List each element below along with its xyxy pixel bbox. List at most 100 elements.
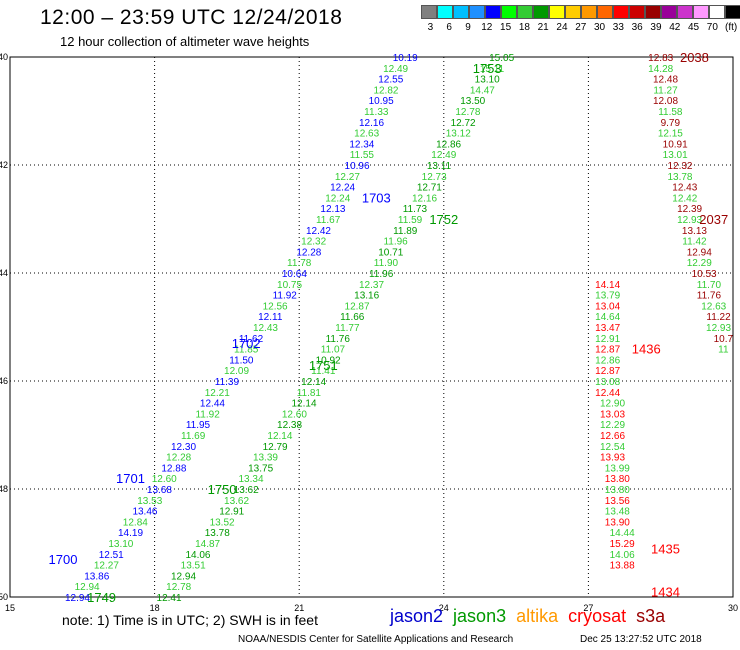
wave-height-label: 13.93 — [600, 453, 625, 464]
wave-height-label: 12.54 — [600, 442, 625, 453]
wave-height-label: 15.11 — [480, 64, 505, 75]
wave-height-label: 10.19 — [393, 53, 418, 64]
wave-height-label: 11 — [718, 345, 729, 356]
page-title: 12:00 – 23:59 UTC 12/24/2018 — [40, 6, 343, 29]
x-tick-label: 21 — [294, 603, 304, 613]
color-scale-label: 15 — [500, 22, 512, 33]
wave-height-label: 13.99 — [605, 463, 630, 474]
wave-height-label: 13.03 — [600, 409, 625, 420]
wave-height-label: 12.27 — [335, 172, 360, 183]
wave-height-label: 12.21 — [205, 388, 230, 399]
color-scale-label: 12 — [481, 22, 493, 33]
wave-height-label: 12.60 — [152, 474, 177, 485]
wave-height-label: 12.84 — [123, 517, 148, 528]
wave-height-label: 11.07 — [321, 345, 346, 356]
track-id-label: 1703 — [362, 190, 391, 205]
satellite-legend-s3a: s3a — [636, 606, 666, 626]
color-scale-label: 24 — [556, 22, 568, 33]
color-scale-label: 18 — [518, 22, 530, 33]
wave-height-label: 12.78 — [166, 582, 191, 593]
color-swatch — [661, 5, 677, 19]
generated-timestamp: Dec 25 13:27:52 UTC 2018 — [580, 634, 702, 645]
wave-height-label: 14.06 — [185, 550, 210, 561]
wave-height-label: 12.24 — [330, 183, 355, 194]
wave-height-label: 13.12 — [446, 129, 471, 140]
wave-height-label: 13.08 — [595, 377, 620, 388]
wave-height-label: 12.83 — [648, 53, 673, 64]
wave-height-label: 13.50 — [460, 96, 485, 107]
satellite-legend-jason2: jason2 — [390, 606, 444, 626]
wave-height-label: 12.93 — [677, 215, 702, 226]
wave-height-label: 12.49 — [383, 64, 408, 75]
satellite-legend: jason2 jason3 altika cryosat s3a — [390, 606, 665, 627]
satellite-legend-altika: altika — [516, 606, 559, 626]
color-swatch — [469, 5, 485, 19]
wave-height-label: 14.64 — [595, 312, 620, 323]
wave-height-label: 14.14 — [595, 280, 620, 291]
color-scale-label: 33 — [612, 22, 624, 33]
wave-height-label: 12.79 — [263, 442, 288, 453]
color-scale-label: 70 — [706, 22, 718, 33]
wave-height-label: 12.87 — [345, 301, 370, 312]
track-id-label: 2038 — [680, 50, 709, 65]
wave-height-label: 12.88 — [161, 463, 186, 474]
wave-height-label: 13.10 — [475, 75, 500, 86]
wave-height-label: 11.22 — [706, 312, 731, 323]
x-tick-label: 24 — [439, 603, 449, 613]
wave-height-label: 12.86 — [595, 355, 620, 366]
wave-height-label: 10.53 — [692, 269, 717, 280]
wave-height-label: 12.42 — [306, 226, 331, 237]
wave-height-label: 11.70 — [697, 280, 722, 291]
y-tick-label: -48 — [0, 484, 8, 494]
wave-height-label: 12.78 — [455, 107, 480, 118]
wave-height-label: 11.55 — [350, 150, 375, 161]
wave-height-label: 12.44 — [595, 388, 620, 399]
color-scale-label: 42 — [669, 22, 681, 33]
wave-height-label: 12.73 — [422, 172, 447, 183]
wave-height-label: 12.56 — [263, 301, 288, 312]
color-swatch — [613, 5, 629, 19]
color-swatch — [517, 5, 533, 19]
wave-height-label: 10.64 — [282, 269, 307, 280]
wave-height-label: 11.33 — [364, 107, 389, 118]
color-swatch — [725, 5, 740, 19]
y-tick-label: -44 — [0, 268, 8, 278]
wave-height-label: 10.71 — [378, 247, 403, 258]
wave-height-label: 11.27 — [653, 85, 678, 96]
wave-height-label: 11.96 — [383, 237, 408, 248]
wave-height-label: 11.89 — [393, 226, 418, 237]
wave-height-label: 11.76 — [326, 334, 351, 345]
wave-height-label: 13.34 — [238, 474, 263, 485]
wave-height-label: 13.16 — [354, 291, 379, 302]
track-id-label: 1436 — [632, 342, 661, 357]
wave-height-label: 13.10 — [108, 539, 133, 550]
wave-height-label: 12.28 — [296, 247, 321, 258]
track-id-label: 1435 — [651, 541, 680, 556]
wave-height-label: 12.86 — [436, 139, 461, 150]
wave-height-label: 12.43 — [253, 323, 278, 334]
track-id-label: 1750 — [208, 482, 237, 497]
wave-height-label: 13.39 — [253, 453, 278, 464]
wave-height-label: 12.87 — [595, 345, 620, 356]
wave-height-label: 13.11 — [427, 161, 452, 172]
wave-height-label: 13.88 — [610, 561, 635, 572]
track-id-label: 1434 — [651, 585, 680, 600]
wave-height-label: 12.55 — [378, 75, 403, 86]
wave-height-label: 12.43 — [672, 183, 697, 194]
wave-height-label: 12.14 — [292, 399, 317, 410]
x-tick-label: 18 — [150, 603, 160, 613]
wave-height-label: 12.29 — [687, 258, 712, 269]
y-tick-label: -46 — [0, 376, 8, 386]
wave-height-label: 12.29 — [600, 420, 625, 431]
wave-height-label: 13.79 — [595, 291, 620, 302]
wave-height-label: 11.50 — [229, 355, 254, 366]
wave-height-label: 12.11 — [258, 312, 283, 323]
wave-height-label: 13.04 — [595, 301, 620, 312]
color-swatch — [485, 5, 501, 19]
x-tick-label: 30 — [728, 603, 738, 613]
wave-height-label: 12.38 — [277, 420, 302, 431]
wave-height-label: 12.14 — [267, 431, 292, 442]
wave-height-label: 13.78 — [205, 528, 230, 539]
wave-height-label: 11.69 — [181, 431, 206, 442]
track-id-label: 1751 — [309, 358, 338, 373]
